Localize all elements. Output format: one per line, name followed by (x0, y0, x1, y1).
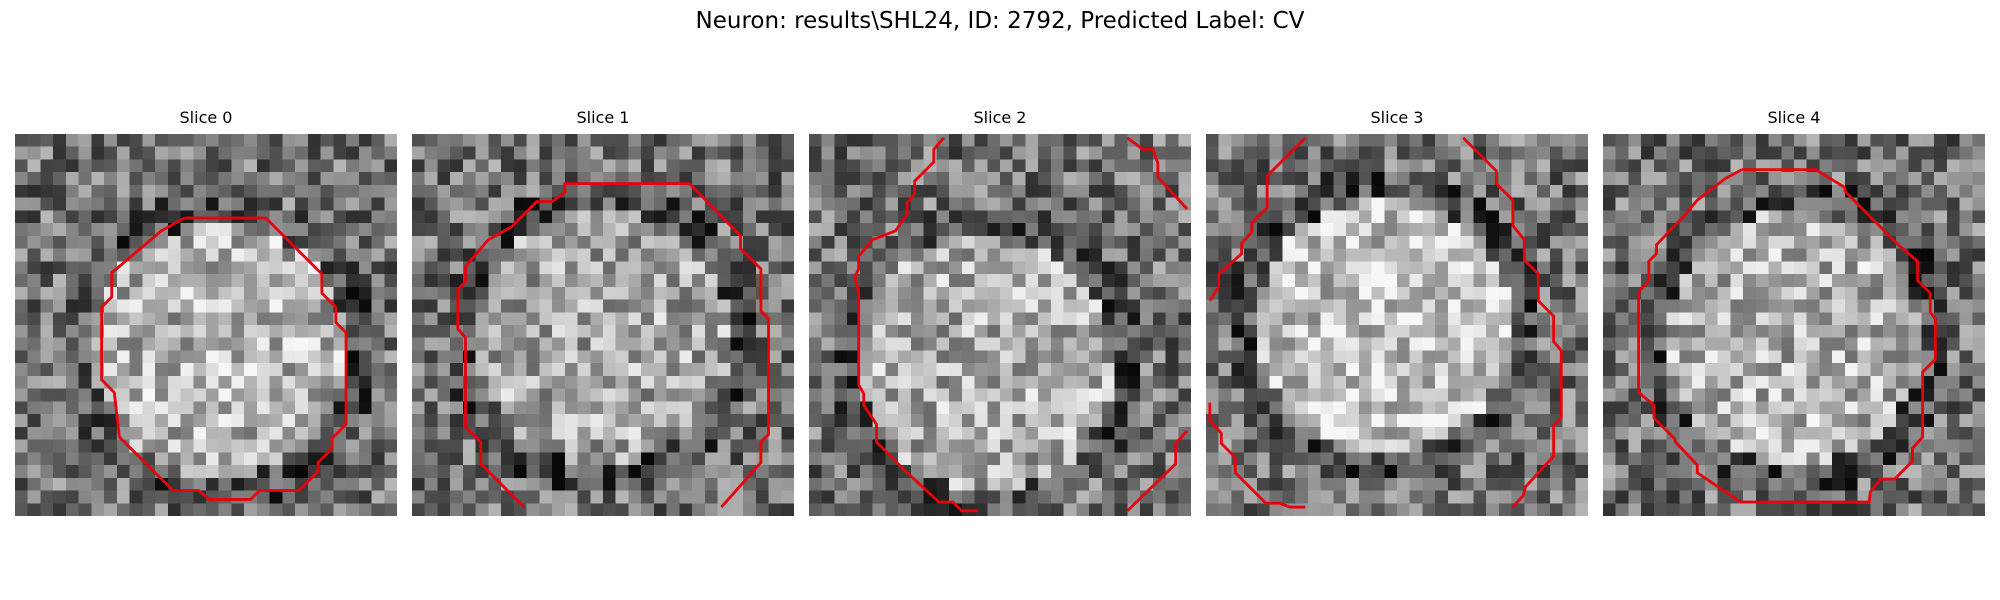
roi-contour-right-bottom (1126, 429, 1189, 512)
roi-contour (1637, 168, 1937, 504)
slice-image-2 (809, 134, 1191, 516)
roi-contour-right (1462, 136, 1563, 509)
slice-title-1: Slice 1 (576, 108, 630, 127)
roi-contour-right-top (1126, 136, 1189, 211)
slice-title-0: Slice 0 (179, 108, 233, 127)
roi-contour (100, 216, 348, 501)
slice-image-1 (412, 134, 794, 516)
slice-title-4: Slice 4 (1767, 108, 1821, 127)
roi-contour-left (853, 136, 979, 513)
slice-title-3: Slice 3 (1370, 108, 1424, 127)
slice-image-3 (1206, 134, 1588, 516)
roi-contour-left-top (1208, 136, 1307, 302)
roi-contour-left-bottom (1208, 402, 1306, 509)
figure-title: Neuron: results\SHL24, ID: 2792, Predict… (695, 8, 1305, 34)
slice-image-0 (15, 134, 397, 516)
roi-contour (456, 182, 770, 509)
slice-image-4 (1603, 134, 1985, 516)
slice-title-2: Slice 2 (973, 108, 1027, 127)
